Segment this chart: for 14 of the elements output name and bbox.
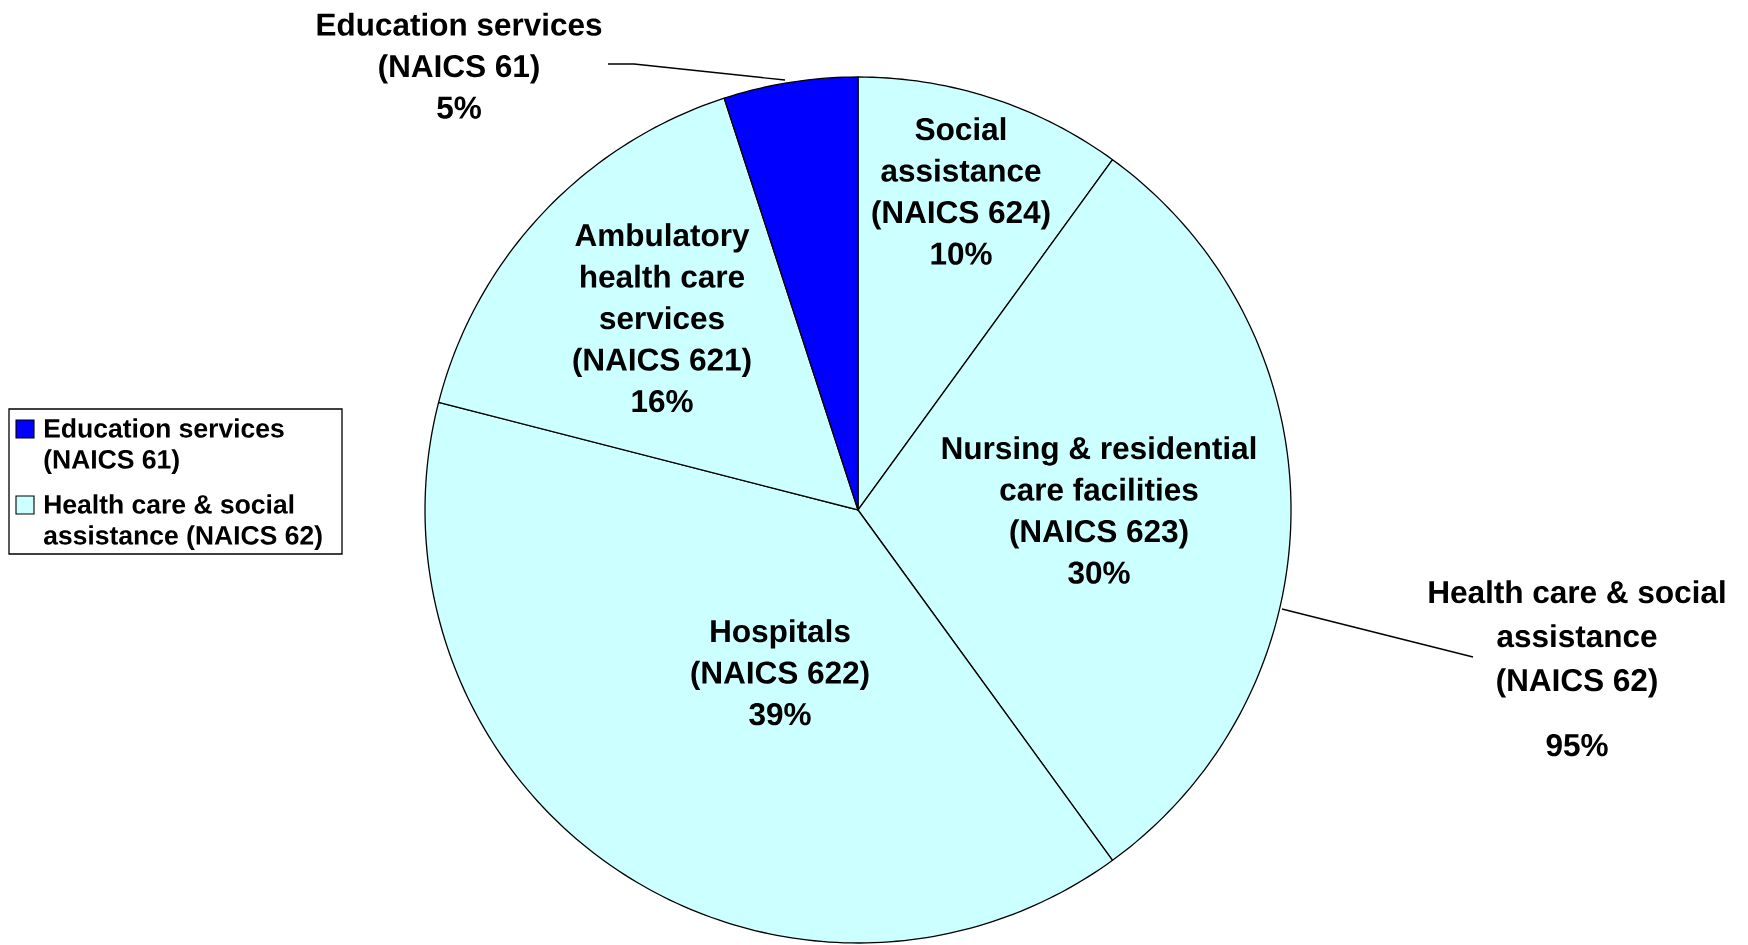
text: Health care & social assistance (NAICS 62) [1429,580,1725,698]
text: Health care & social assistance (NAICS 62) [43,494,322,550]
data-label: 39% [749,703,811,726]
slice-label: Nursing & residential care facilities (NAICS 623) [942,436,1256,549]
slice-label: Ambulatory health care services (NAICS 621) [573,223,751,378]
data-label: 30% [1068,561,1130,584]
text: 95% [1546,734,1608,757]
data-label: 10% [931,242,992,265]
slice-label: Hospitals (NAICS 622) [691,619,869,691]
slice-label: Social assistance (NAICS 624) [872,117,1050,230]
legend-label: Education services (NAICS 61) [44,418,284,474]
slice-label: Education services (NAICS 61) [317,12,602,84]
data-label: 16% [632,390,693,413]
data-label: 5% [437,96,481,119]
